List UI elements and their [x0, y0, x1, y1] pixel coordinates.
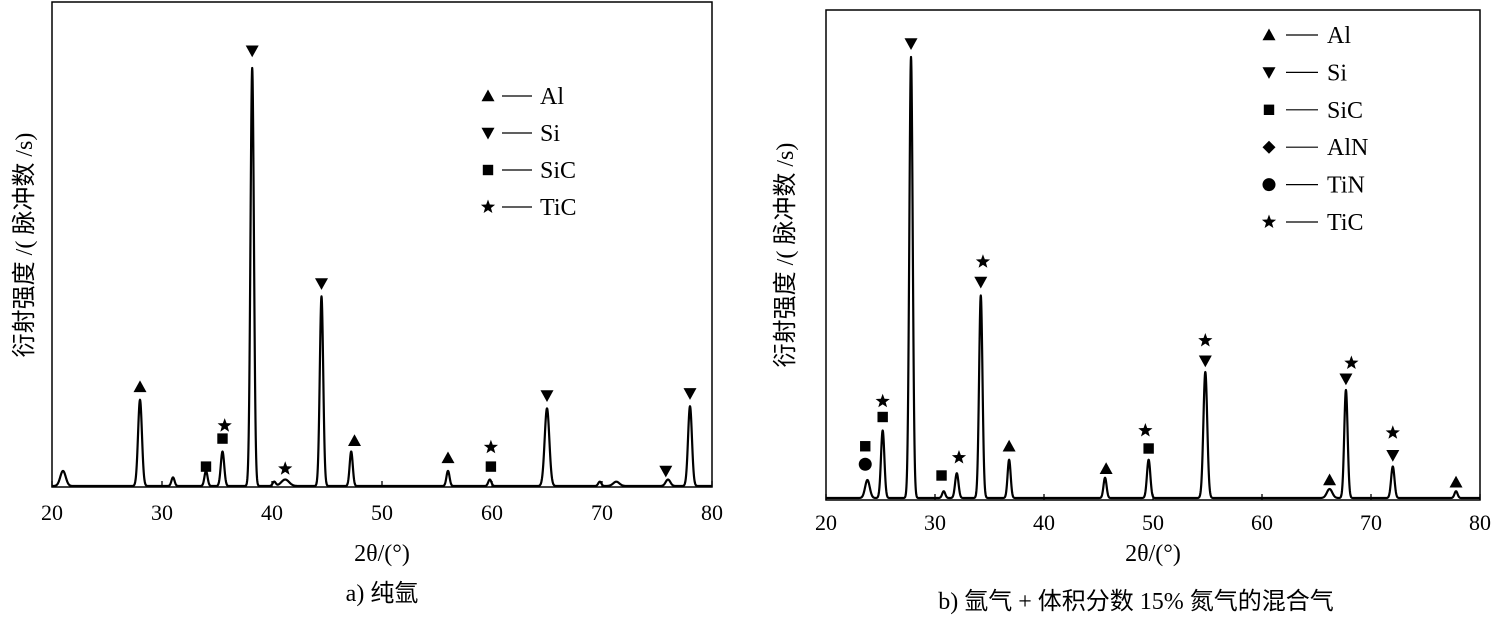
legend-label: Si — [1327, 60, 1347, 86]
square-marker — [485, 461, 497, 472]
star-marker — [1385, 425, 1400, 439]
triangle-up-marker — [348, 434, 361, 446]
triangle-down-marker — [315, 278, 328, 290]
square-marker — [936, 470, 947, 481]
plot-frame-b — [825, 9, 1481, 501]
x-tick-label: 70 — [591, 500, 613, 525]
square-marker — [1143, 443, 1154, 454]
triangle-up-marker — [1002, 439, 1016, 452]
caption-b: b) 氩气 + 体积分数 15% 氮气的混合气 — [938, 588, 1334, 615]
triangle-up-marker — [133, 380, 147, 393]
circle-marker — [858, 457, 872, 471]
legend-b: Al Si SiC AlN TiN TiC — [1261, 23, 1368, 236]
legend-star-icon — [480, 199, 496, 214]
star-marker — [975, 254, 991, 268]
triangle-down-marker — [1198, 355, 1212, 368]
x-tick-label: 50 — [1142, 510, 1164, 535]
legend-label: AlN — [1327, 135, 1368, 161]
triangle-down-marker — [659, 465, 673, 478]
legend-circle-icon — [1262, 178, 1276, 192]
peak-markers-b — [858, 38, 1463, 488]
star-marker — [278, 461, 293, 475]
legend-label: Si — [540, 121, 560, 147]
x-tick-label: 30 — [924, 510, 946, 535]
plot-frame-a — [51, 1, 713, 488]
pattern-a — [51, 66, 713, 488]
x-tick-label: 80 — [1469, 510, 1491, 535]
legend-a: Al Si SiC TiC — [480, 84, 577, 221]
legend-star-icon — [1261, 214, 1277, 229]
legend-label: Al — [540, 84, 564, 110]
y-axis-label-a: 衍射强度 /( 脉冲数 /s) — [11, 133, 38, 358]
panel-b: 20 30 40 50 60 70 80 Al Si SiC AlN TiN TiC 衍射强度 /( … — [772, 9, 1491, 615]
legend-label: Al — [1327, 23, 1351, 49]
x-tick-label: 20 — [815, 510, 837, 535]
star-marker — [1198, 333, 1213, 347]
legend-triangle-up-icon — [481, 89, 495, 102]
triangle-up-marker — [1323, 473, 1337, 486]
square-marker — [200, 461, 212, 472]
legend-label: TiC — [1327, 210, 1364, 236]
x-ticks-a: 20 30 40 50 60 70 80 — [41, 481, 723, 525]
legend-label: TiN — [1327, 173, 1365, 199]
caption-a: a) 纯氩 — [346, 580, 419, 607]
triangle-down-marker — [245, 45, 259, 58]
x-tick-label: 40 — [261, 500, 283, 525]
y-axis-label-b: 衍射强度 /( 脉冲数 /s) — [772, 143, 799, 368]
x-tick-label: 30 — [151, 500, 173, 525]
x-axis-label-a: 2θ/(°) — [354, 541, 410, 567]
x-tick-label: 20 — [41, 500, 63, 525]
legend-square-icon — [1263, 104, 1275, 115]
legend-label: TiC — [540, 195, 577, 221]
legend-diamond-icon — [1262, 140, 1276, 154]
star-marker — [951, 450, 967, 464]
x-tick-label: 70 — [1360, 510, 1382, 535]
x-tick-label: 80 — [701, 500, 723, 525]
triangle-down-marker — [904, 38, 918, 50]
x-axis-label-b: 2θ/(°) — [1125, 541, 1181, 567]
star-marker — [217, 418, 232, 432]
square-marker — [860, 441, 871, 452]
square-marker — [877, 411, 888, 423]
legend-triangle-down-icon — [481, 127, 495, 140]
panel-a: 20 30 40 50 60 70 80 Al Si SiC TiC 衍射强度 /( 脉冲数 /s… — [11, 1, 723, 607]
triangle-down-marker — [540, 390, 554, 402]
x-tick-label: 50 — [371, 500, 393, 525]
legend-triangle-up-icon — [1262, 28, 1276, 41]
x-tick-label: 40 — [1033, 510, 1055, 535]
legend-label: SiC — [540, 158, 576, 184]
legend-triangle-down-icon — [1262, 67, 1276, 79]
triangle-up-marker — [1449, 475, 1463, 488]
star-marker — [1344, 355, 1359, 370]
pattern-b — [825, 55, 1481, 500]
peak-markers-a — [133, 45, 697, 478]
x-tick-label: 60 — [1251, 510, 1273, 535]
triangle-up-marker — [1099, 462, 1113, 474]
triangle-down-marker — [1386, 450, 1400, 462]
star-marker — [1138, 423, 1153, 437]
triangle-down-marker — [974, 276, 988, 289]
star-marker — [875, 393, 890, 408]
triangle-up-marker — [441, 451, 455, 464]
legend-label: SiC — [1327, 98, 1363, 124]
x-tick-label: 60 — [481, 500, 503, 525]
legend-square-icon — [482, 164, 494, 176]
diffraction-line — [825, 55, 1481, 500]
diffraction-line — [51, 66, 713, 488]
triangle-down-marker — [1339, 373, 1353, 386]
star-marker — [483, 439, 499, 454]
square-marker — [217, 433, 228, 444]
triangle-down-marker — [683, 388, 697, 400]
